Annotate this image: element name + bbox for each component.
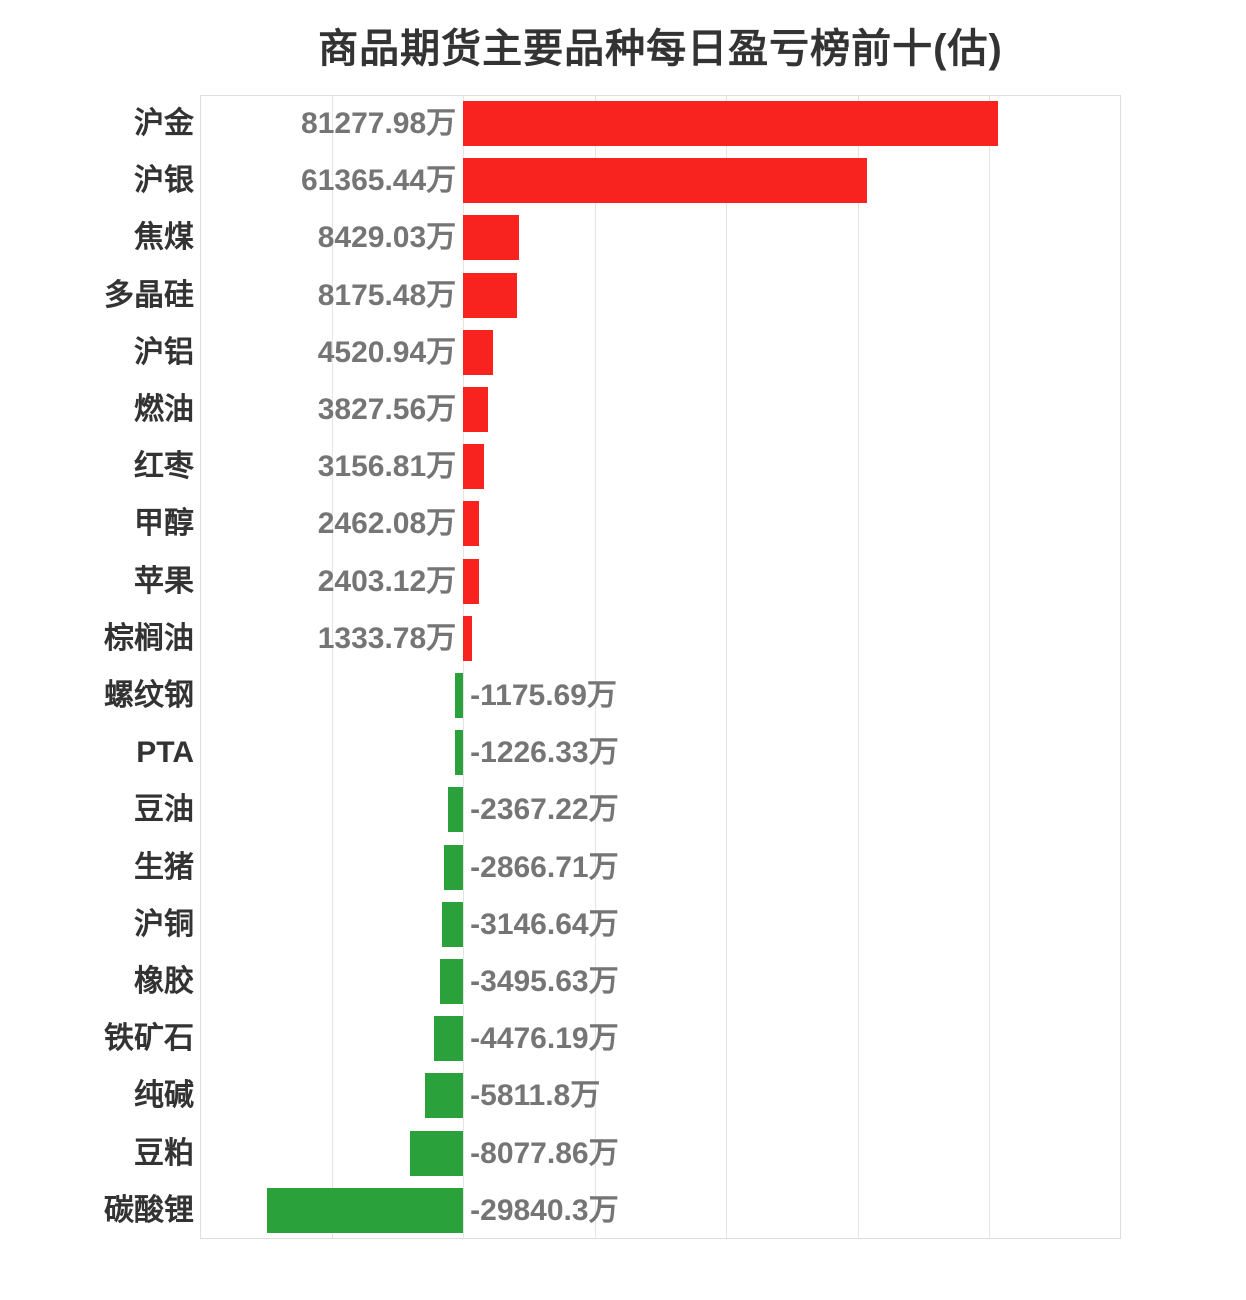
gridline-x-80000 [989,95,991,1239]
bar [463,215,519,261]
bar-row: 棕榈油 1333.78万 [0,610,1246,667]
value-label: 4520.94万 [317,335,457,369]
gridline-x-40000 [726,95,728,1239]
bar [463,501,480,547]
bar [463,329,493,375]
bar [463,272,517,318]
category-label: 豆粕 [134,1136,194,1170]
category-label: 螺纹钢 [104,679,194,712]
value-label: 2403.12万 [317,564,457,598]
bar-row: 橡胶 -3495.63万 [0,953,1246,1010]
value-label: 61365.44万 [301,164,457,198]
bar [463,158,867,204]
category-label: 棕榈油 [104,621,194,655]
value-label: -1226.33万 [470,736,619,770]
value-label: -8077.86万 [470,1136,619,1170]
category-label: 纯碱 [134,1079,194,1113]
bar-row: 燃油 3827.56万 [0,381,1246,438]
bar-row: 碳酸锂 -29840.3万 [0,1182,1246,1239]
bar-row: 多晶硅 8175.48万 [0,267,1246,324]
value-label: -4476.19万 [470,1022,619,1056]
category-label: 多晶硅 [104,278,194,312]
bar-row: PTA -1226.33万 [0,724,1246,781]
bar-row: 纯碱 -5811.8万 [0,1067,1246,1124]
category-label: PTA [136,736,194,770]
category-label: 甲醇 [134,507,194,541]
value-label: -2866.71万 [470,850,619,884]
bar-row: 焦煤 8429.03万 [0,209,1246,266]
value-label: -29840.3万 [470,1193,619,1227]
bar [463,387,489,433]
category-label: 沪金 [134,107,194,140]
value-label: 8429.03万 [317,221,457,255]
value-label: 1333.78万 [317,621,457,655]
bar [444,844,464,890]
category-label: 橡胶 [134,965,194,998]
bar [442,901,464,947]
bar [447,787,464,833]
bar-row: 螺纹钢 -1175.69万 [0,667,1246,724]
value-label: -1175.69万 [470,679,617,712]
category-label: 铁矿石 [104,1022,194,1056]
category-label: 碳酸锂 [104,1193,194,1227]
value-label: 3827.56万 [317,393,457,426]
gridline-x--20000 [331,95,333,1239]
bar [455,730,464,776]
bar-row: 沪金 81277.98万 [0,95,1246,152]
value-label: 8175.48万 [317,278,457,312]
bar [433,1016,464,1062]
bar-row: 豆粕 -8077.86万 [0,1125,1246,1182]
bar-row: 红枣 3156.81万 [0,438,1246,495]
value-label: -2367.22万 [470,793,619,827]
bar-row: 沪铜 -3146.64万 [0,896,1246,953]
bar-row: 铁矿石 -4476.19万 [0,1010,1246,1067]
category-label: 豆油 [134,793,194,827]
bar [463,444,484,490]
bar-row: 沪铝 4520.94万 [0,324,1246,381]
category-label: 沪铝 [134,335,194,369]
bar [463,558,479,604]
category-label: 燃油 [134,393,194,426]
gridline-x-20000 [594,95,596,1239]
chart-title: 商品期货主要品种每日盈亏榜前十(估) [318,27,1003,71]
bar [463,101,998,147]
value-label: 2462.08万 [317,507,457,541]
value-label: 3156.81万 [317,450,457,484]
bar [410,1130,464,1176]
gridline-x-60000 [857,95,859,1239]
category-label: 焦煤 [134,221,194,255]
category-label: 生猪 [134,850,194,884]
bar [424,1073,464,1119]
bar-row: 豆油 -2367.22万 [0,781,1246,838]
value-label: -3146.64万 [470,907,619,941]
value-label: 81277.98万 [301,107,457,140]
bar [455,673,464,719]
value-label: -3495.63万 [470,965,619,998]
bar [440,959,464,1005]
gridline-x-0 [463,95,465,1239]
plot-area [200,95,1121,1239]
category-label: 红枣 [134,450,194,484]
bar-row: 生猪 -2866.71万 [0,839,1246,896]
bar [266,1187,464,1233]
category-label: 沪铜 [134,907,194,941]
category-label: 苹果 [134,564,194,598]
category-label: 沪银 [134,164,194,198]
bar-row: 苹果 2403.12万 [0,553,1246,610]
value-label: -5811.8万 [470,1079,601,1113]
bar [463,615,472,661]
bar-row: 甲醇 2462.08万 [0,495,1246,552]
bar-row: 沪银 61365.44万 [0,152,1246,209]
